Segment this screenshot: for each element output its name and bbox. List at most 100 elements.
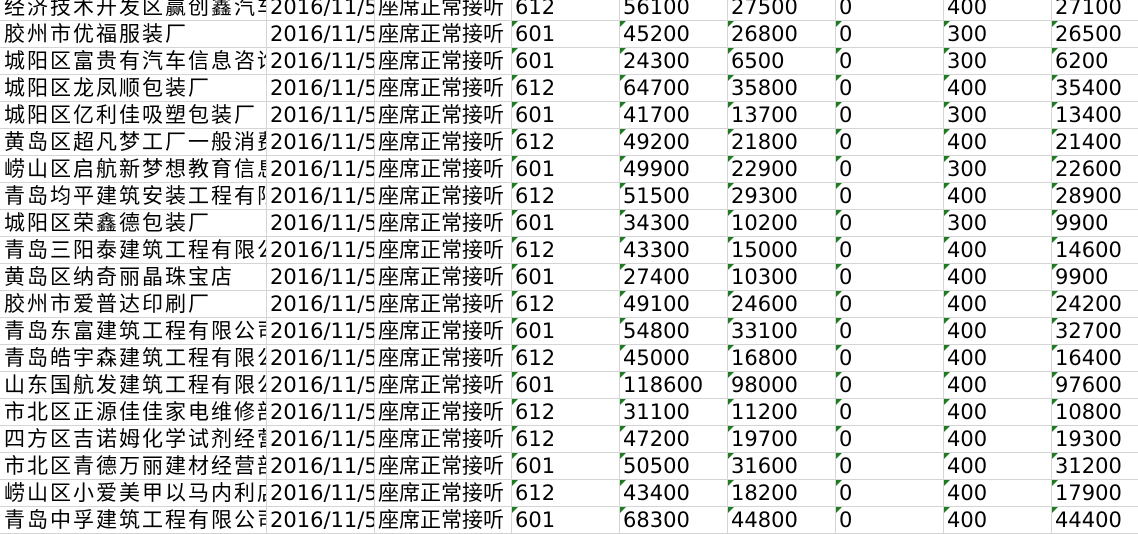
amount-cell[interactable]: 15000 [728, 237, 836, 263]
amount-cell[interactable]: 17900 [1052, 480, 1138, 506]
date-cell[interactable]: 2016/11/5 [267, 480, 375, 506]
amount-cell[interactable]: 400 [944, 399, 1052, 425]
amount-cell[interactable]: 45000 [620, 345, 728, 371]
amount-cell[interactable]: 35400 [1052, 75, 1138, 101]
amount-cell[interactable]: 400 [944, 426, 1052, 452]
amount-cell[interactable]: 400 [944, 318, 1052, 344]
date-cell[interactable]: 2016/11/5 [267, 372, 375, 398]
amount-cell[interactable]: 400 [944, 291, 1052, 317]
amount-cell[interactable]: 27100 [1052, 0, 1138, 20]
amount-cell[interactable]: 22600 [1052, 156, 1138, 182]
call-status-cell[interactable]: 座席正常接听 [375, 210, 512, 236]
call-status-cell[interactable]: 座席正常接听 [375, 264, 512, 290]
extension-cell[interactable]: 601 [512, 372, 620, 398]
amount-cell[interactable]: 400 [944, 237, 1052, 263]
amount-cell[interactable]: 50500 [620, 453, 728, 479]
amount-cell[interactable]: 19300 [1052, 426, 1138, 452]
company-name-cell[interactable]: 崂山区小爱美甲以马内利店 [0, 480, 267, 506]
date-cell[interactable]: 2016/11/5 [267, 318, 375, 344]
amount-cell[interactable]: 21800 [728, 129, 836, 155]
company-name-cell[interactable]: 黄岛区超凡梦工厂一般消费 [0, 129, 267, 155]
amount-cell[interactable]: 300 [944, 102, 1052, 128]
amount-cell[interactable]: 45200 [620, 21, 728, 47]
amount-cell[interactable]: 33100 [728, 318, 836, 344]
amount-cell[interactable]: 24600 [728, 291, 836, 317]
amount-cell[interactable]: 400 [944, 75, 1052, 101]
company-name-cell[interactable]: 城阳区亿利佳吸塑包装厂 [0, 102, 267, 128]
amount-cell[interactable]: 49200 [620, 129, 728, 155]
date-cell[interactable]: 2016/11/5 [267, 237, 375, 263]
amount-cell[interactable]: 51500 [620, 183, 728, 209]
amount-cell[interactable]: 0 [836, 102, 944, 128]
call-status-cell[interactable]: 座席正常接听 [375, 345, 512, 371]
amount-cell[interactable]: 24300 [620, 48, 728, 74]
amount-cell[interactable]: 400 [944, 183, 1052, 209]
call-status-cell[interactable]: 座席正常接听 [375, 21, 512, 47]
amount-cell[interactable]: 9900 [1052, 210, 1138, 236]
amount-cell[interactable]: 54800 [620, 318, 728, 344]
call-status-cell[interactable]: 座席正常接听 [375, 291, 512, 317]
amount-cell[interactable]: 19700 [728, 426, 836, 452]
date-cell[interactable]: 2016/11/5 [267, 210, 375, 236]
amount-cell[interactable]: 0 [836, 318, 944, 344]
amount-cell[interactable]: 400 [944, 453, 1052, 479]
amount-cell[interactable]: 0 [836, 426, 944, 452]
amount-cell[interactable]: 16800 [728, 345, 836, 371]
date-cell[interactable]: 2016/11/5 [267, 291, 375, 317]
company-name-cell[interactable]: 黄岛区纳奇丽晶珠宝店 [0, 264, 267, 290]
amount-cell[interactable]: 0 [836, 156, 944, 182]
extension-cell[interactable]: 612 [512, 237, 620, 263]
amount-cell[interactable]: 11200 [728, 399, 836, 425]
amount-cell[interactable]: 31600 [728, 453, 836, 479]
company-name-cell[interactable]: 经济技术开发区赢创鑫汽车 [0, 0, 267, 20]
extension-cell[interactable]: 612 [512, 183, 620, 209]
amount-cell[interactable]: 16400 [1052, 345, 1138, 371]
amount-cell[interactable]: 31100 [620, 399, 728, 425]
amount-cell[interactable]: 49100 [620, 291, 728, 317]
amount-cell[interactable]: 0 [836, 0, 944, 20]
amount-cell[interactable]: 300 [944, 156, 1052, 182]
amount-cell[interactable]: 68300 [620, 507, 728, 533]
call-status-cell[interactable]: 座席正常接听 [375, 75, 512, 101]
amount-cell[interactable]: 98000 [728, 372, 836, 398]
extension-cell[interactable]: 601 [512, 21, 620, 47]
amount-cell[interactable]: 27500 [728, 0, 836, 20]
amount-cell[interactable]: 0 [836, 210, 944, 236]
date-cell[interactable]: 2016/11/5 [267, 102, 375, 128]
date-cell[interactable]: 2016/11/5 [267, 129, 375, 155]
extension-cell[interactable]: 601 [512, 453, 620, 479]
extension-cell[interactable]: 601 [512, 507, 620, 533]
call-status-cell[interactable]: 座席正常接听 [375, 102, 512, 128]
amount-cell[interactable]: 56100 [620, 0, 728, 20]
company-name-cell[interactable]: 崂山区启航新梦想教育信息 [0, 156, 267, 182]
amount-cell[interactable]: 44400 [1052, 507, 1138, 533]
amount-cell[interactable]: 400 [944, 345, 1052, 371]
call-status-cell[interactable]: 座席正常接听 [375, 399, 512, 425]
amount-cell[interactable]: 35800 [728, 75, 836, 101]
date-cell[interactable]: 2016/11/5 [267, 453, 375, 479]
date-cell[interactable]: 2016/11/5 [267, 21, 375, 47]
amount-cell[interactable]: 29300 [728, 183, 836, 209]
extension-cell[interactable]: 612 [512, 426, 620, 452]
date-cell[interactable]: 2016/11/5 [267, 264, 375, 290]
amount-cell[interactable]: 24200 [1052, 291, 1138, 317]
amount-cell[interactable]: 6200 [1052, 48, 1138, 74]
amount-cell[interactable]: 21400 [1052, 129, 1138, 155]
extension-cell[interactable]: 612 [512, 129, 620, 155]
amount-cell[interactable]: 400 [944, 507, 1052, 533]
amount-cell[interactable]: 0 [836, 480, 944, 506]
amount-cell[interactable]: 0 [836, 453, 944, 479]
call-status-cell[interactable]: 座席正常接听 [375, 426, 512, 452]
amount-cell[interactable]: 0 [836, 129, 944, 155]
company-name-cell[interactable]: 城阳区荣鑫德包装厂 [0, 210, 267, 236]
amount-cell[interactable]: 0 [836, 183, 944, 209]
company-name-cell[interactable]: 青岛皓宇森建筑工程有限公 [0, 345, 267, 371]
extension-cell[interactable]: 612 [512, 291, 620, 317]
amount-cell[interactable]: 64700 [620, 75, 728, 101]
amount-cell[interactable]: 14600 [1052, 237, 1138, 263]
amount-cell[interactable]: 22900 [728, 156, 836, 182]
date-cell[interactable]: 2016/11/5 [267, 426, 375, 452]
amount-cell[interactable]: 44800 [728, 507, 836, 533]
amount-cell[interactable]: 0 [836, 48, 944, 74]
amount-cell[interactable]: 41700 [620, 102, 728, 128]
